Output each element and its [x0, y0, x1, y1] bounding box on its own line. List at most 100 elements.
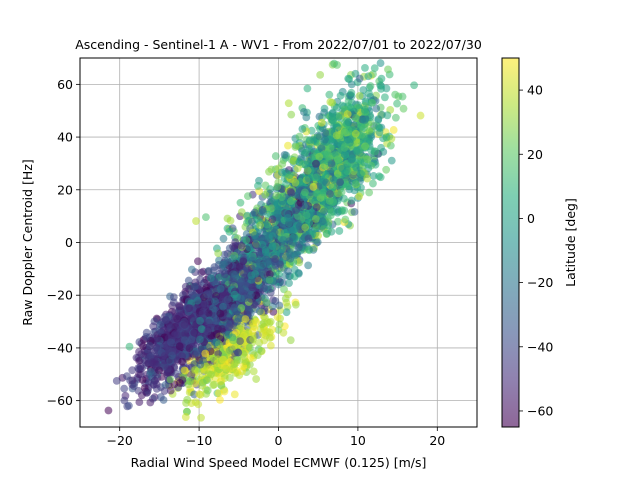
scatter-point: [204, 266, 213, 275]
scatter-point: [283, 213, 292, 222]
scatter-point: [357, 169, 365, 178]
scatter-point: [223, 295, 232, 304]
scatter-point: [252, 241, 260, 250]
scatter-point: [183, 395, 192, 404]
scatter-point: [201, 349, 210, 358]
scatter-point: [285, 249, 294, 257]
scatter-point: [135, 398, 144, 407]
scatter-point: [265, 276, 274, 284]
scatter-point: [284, 99, 293, 108]
scatter-point: [273, 313, 282, 322]
scatter-point: [261, 190, 270, 199]
scatter-point: [337, 188, 346, 196]
scatter-point: [149, 322, 158, 331]
scatter-point: [287, 110, 296, 119]
scatter-point: [161, 381, 170, 389]
scatter-point: [387, 156, 396, 165]
scatter-point: [196, 316, 204, 325]
colorbar-label: Latitude [deg]: [563, 198, 578, 287]
scatter-point: [295, 132, 304, 141]
scatter-point: [271, 152, 280, 160]
scatter-point: [302, 211, 311, 220]
scatter-point: [196, 390, 205, 399]
scatter-point: [166, 357, 174, 365]
scatter-point: [262, 298, 271, 307]
x-tick-label: 0: [275, 433, 283, 448]
scatter-point: [378, 110, 386, 119]
scatter-point: [250, 231, 259, 240]
scatter-point: [223, 257, 232, 265]
scatter-point: [284, 141, 292, 150]
scatter-point: [198, 378, 207, 387]
scatter-point: [120, 396, 129, 405]
scatter-point: [168, 347, 177, 356]
y-tick-label: 40: [57, 130, 73, 145]
scatter-point: [207, 274, 215, 282]
scatter-point: [230, 290, 239, 299]
scatter-point: [185, 304, 194, 313]
x-axis-label: Radial Wind Speed Model ECMWF (0.125) [m…: [131, 455, 427, 470]
scatter-point: [259, 207, 267, 216]
scatter-point: [205, 318, 213, 327]
scatter-point: [258, 330, 267, 338]
scatter-point: [141, 358, 150, 367]
scatter-point: [180, 366, 189, 375]
colorbar-gradient: [502, 58, 519, 427]
scatter-point: [347, 196, 356, 205]
scatter-point: [249, 335, 257, 344]
scatter-point: [333, 155, 342, 164]
scatter-point: [233, 317, 242, 326]
scatter-point: [230, 390, 239, 399]
scatter-point: [146, 398, 155, 407]
scatter-point: [399, 104, 408, 113]
scatter-point: [389, 126, 398, 134]
scatter-point: [197, 325, 206, 334]
scatter-point: [391, 113, 400, 122]
scatter-point: [322, 229, 331, 238]
scatter-point: [334, 113, 343, 121]
scatter-point: [129, 382, 138, 391]
scatter-point: [410, 81, 419, 90]
scatter-point: [286, 187, 295, 196]
scatter-point: [261, 314, 269, 322]
scatter-points: [104, 59, 425, 422]
scatter-point: [190, 282, 199, 291]
scatter-point: [271, 297, 280, 305]
colorbar-tick-label: −40: [527, 339, 553, 354]
scatter-point: [328, 112, 337, 121]
scatter-point: [393, 99, 401, 108]
scatter-point: [324, 221, 333, 230]
scatter-point: [261, 245, 270, 254]
scatter-point: [315, 152, 324, 161]
y-tick-label: −20: [47, 288, 73, 303]
scatter-point: [166, 375, 175, 384]
scatter-point: [371, 147, 380, 156]
scatter-point: [364, 72, 373, 81]
scatter-point: [165, 324, 173, 332]
scatter-point: [279, 236, 288, 244]
scatter-point: [137, 391, 146, 400]
scatter-point: [255, 307, 264, 316]
scatter-point: [312, 188, 321, 197]
scatter-point: [277, 193, 286, 202]
scatter-point: [250, 208, 259, 217]
scatter-point: [247, 271, 256, 280]
scatter-point: [416, 111, 425, 120]
scatter-point: [266, 341, 275, 350]
scatter-point: [134, 364, 143, 372]
scatter-point: [268, 215, 277, 224]
scatter-point: [196, 275, 205, 284]
scatter-point: [249, 367, 258, 376]
scatter-point: [332, 131, 341, 140]
scatter-point: [135, 370, 143, 379]
scatter-point: [380, 93, 389, 102]
scatter-point: [382, 84, 391, 93]
scatter-point: [317, 118, 326, 127]
scatter-point: [304, 234, 313, 243]
scatter-point: [398, 92, 407, 101]
scatter-point: [268, 232, 277, 241]
scatter-point: [366, 82, 375, 90]
scatter-point: [225, 323, 234, 331]
scatter-point: [135, 357, 144, 365]
scatter-point: [333, 208, 342, 217]
